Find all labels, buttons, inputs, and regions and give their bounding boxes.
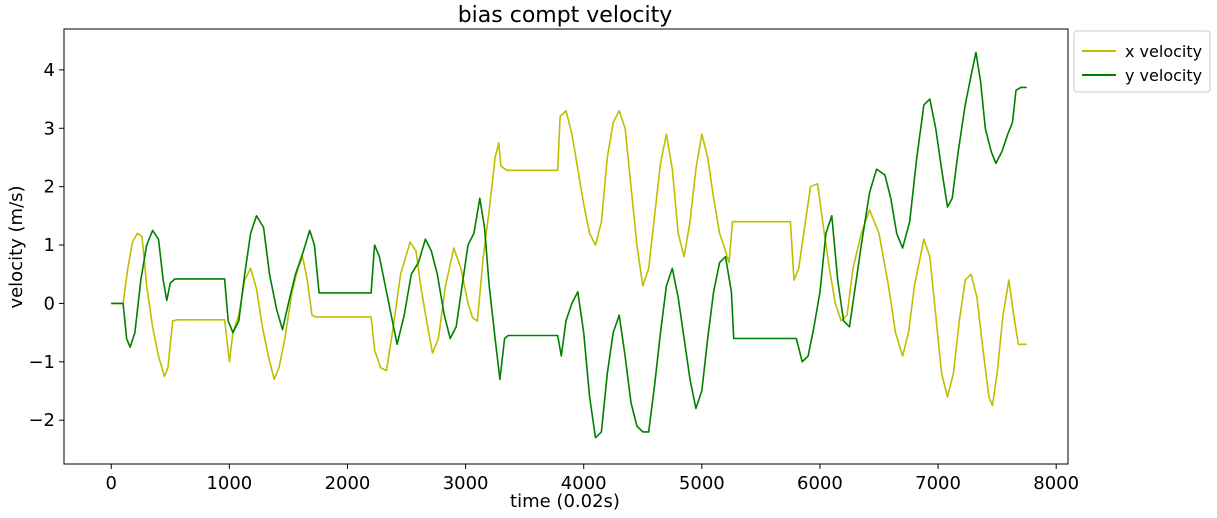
x-axis-label: time (0.02s) [510,491,620,512]
y-tick-label: 2 [44,177,55,198]
y-tick-label: −2 [28,410,55,431]
legend: x velocity y velocity [1073,30,1211,93]
legend-label-y-velocity: y velocity [1125,66,1202,85]
x-tick-label: 7000 [915,473,961,494]
x-tick-label: 3000 [443,473,489,494]
x-tick-label: 4000 [561,473,607,494]
x-tick-label: 0 [106,473,117,494]
y-tick-label: 3 [44,118,55,139]
x-tick-label: 1000 [206,473,252,494]
chart-title: bias compt velocity [458,3,673,28]
x-tick-label: 2000 [325,473,371,494]
series-layer [111,51,1027,439]
y-tick-label: 4 [44,60,55,81]
y-axis-label: velocity (m/s) [6,185,27,308]
plot-area-frame [63,28,1069,465]
y-tick-label: −1 [28,352,55,373]
y-tick-label: 1 [44,235,55,256]
x-tick-label: 6000 [797,473,843,494]
x-tick-label: 5000 [679,473,725,494]
y-axis-ticks: −2 −1 0 1 2 3 4 [28,60,64,431]
x-tick-label: 8000 [1033,473,1079,494]
x-axis-ticks: 0 1000 2000 3000 4000 5000 6000 7000 8000 [106,464,1079,494]
series-line-x-velocity [111,109,1027,407]
legend-label-x-velocity: x velocity [1125,42,1202,61]
y-tick-label: 0 [44,293,55,314]
legend-box [1073,30,1211,93]
series-line-y-velocity [111,51,1027,439]
